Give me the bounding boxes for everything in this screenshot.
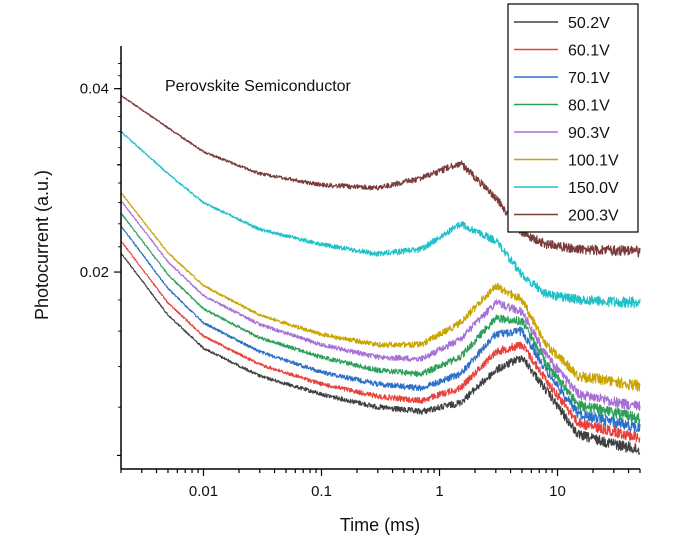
series-line-50-2v: [120, 252, 641, 456]
legend-label: 80.1V: [568, 98, 610, 115]
series-line-80-1v: [120, 212, 641, 425]
legend: 50.2V 60.1V 70.1V 80.1V 90.3V 100.1V 150.0V 200…: [507, 3, 639, 233]
y-tick-label: 0.04: [80, 81, 109, 98]
series-line-70-1v: [120, 225, 641, 432]
ticks: 0.01 0.1 1 10 0.02 0.04: [80, 63, 641, 500]
y-axis-title: Photocurrent (a.u.): [32, 170, 52, 320]
x-axis-title: Time (ms): [340, 515, 420, 535]
legend-label: 70.1V: [568, 70, 610, 87]
legend-label: 50.2V: [568, 15, 610, 32]
annotation-text: Perovskite Semiconductor: [165, 78, 352, 95]
x-tick-label: 0.01: [189, 483, 218, 500]
x-tick-label: 1: [435, 483, 443, 500]
x-tick-label: 10: [549, 483, 566, 500]
legend-label: 60.1V: [568, 43, 610, 60]
legend-label: 90.3V: [568, 125, 610, 142]
series-line-90-3v: [120, 200, 641, 412]
y-tick-label: 0.02: [80, 264, 109, 281]
series-line-60-1v: [120, 240, 641, 443]
legend-label: 200.3V: [568, 208, 619, 225]
plot-lines: [120, 94, 641, 456]
x-tick-label: 0.1: [311, 483, 332, 500]
series-line-150-0v: [120, 130, 641, 309]
series-line-100-1v: [120, 192, 641, 392]
legend-label: 100.1V: [568, 153, 619, 170]
series-line-200-3v: [120, 94, 641, 258]
legend-box: [507, 3, 639, 233]
legend-label: 150.0V: [568, 180, 619, 197]
